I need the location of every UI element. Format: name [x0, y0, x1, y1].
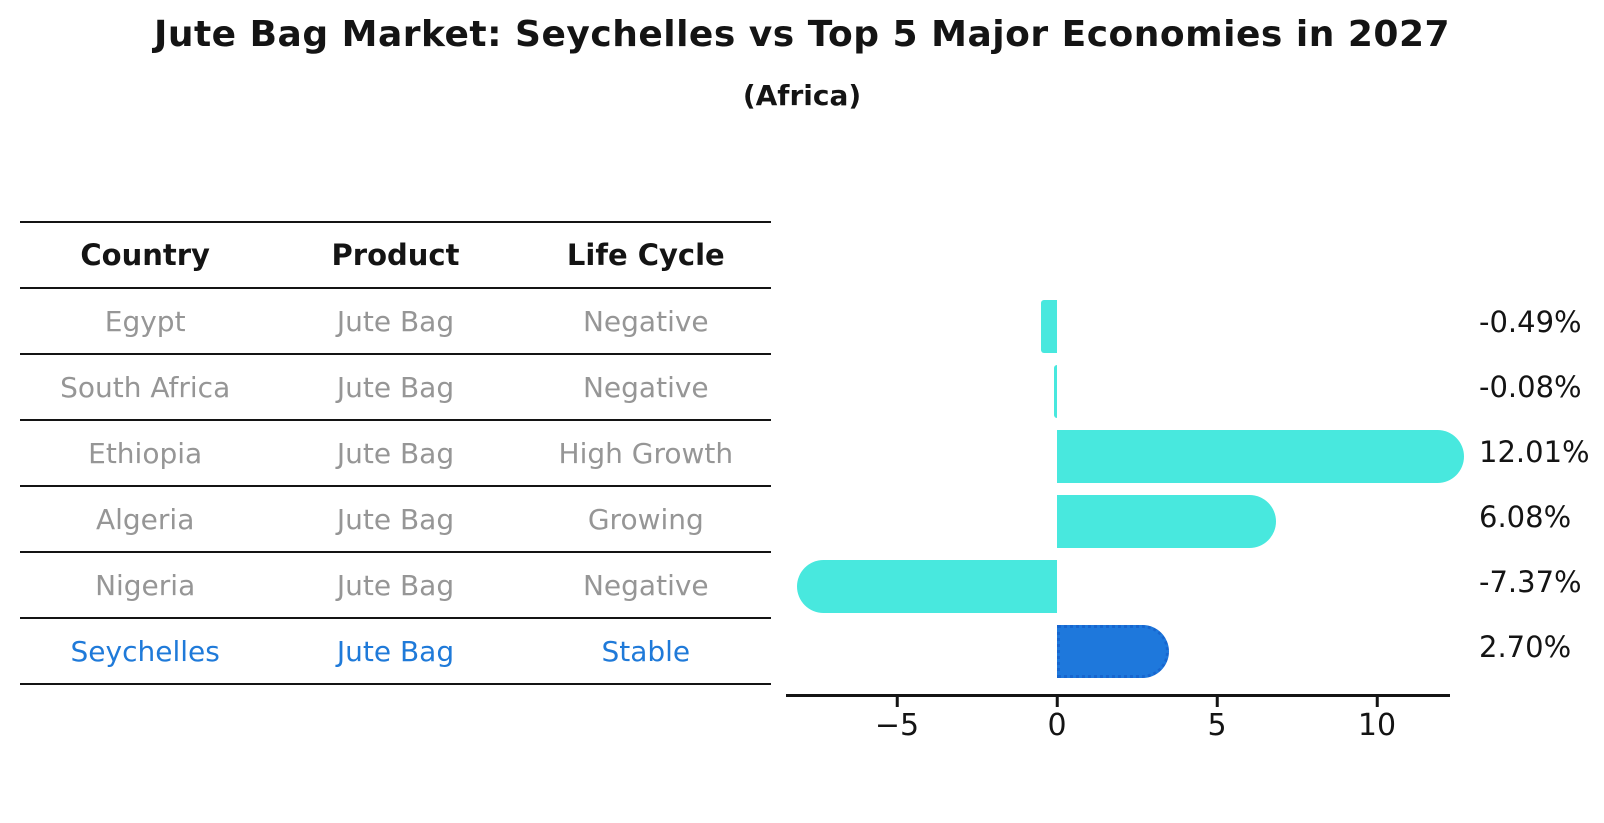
- table-row: Egypt Jute Bag Negative: [20, 289, 771, 355]
- cell-country: Ethiopia: [88, 436, 203, 470]
- cell-country: Nigeria: [95, 568, 196, 602]
- cell-country: South Africa: [60, 370, 231, 404]
- x-axis-tick-label: 0: [1047, 708, 1067, 743]
- page-subtitle: (Africa): [742, 79, 862, 112]
- x-axis-line: [786, 694, 1450, 697]
- x-axis-tick: [1055, 697, 1059, 707]
- column-header-country: Country: [80, 238, 210, 272]
- cell-product: Jute Bag: [336, 436, 455, 470]
- value-label: -0.49%: [1479, 305, 1582, 339]
- value-label: -0.08%: [1479, 370, 1582, 404]
- x-axis-tick: [1215, 697, 1219, 707]
- cell-product: Jute Bag: [336, 370, 455, 404]
- cell-product: Jute Bag: [336, 502, 455, 536]
- cell-life-cycle: Negative: [582, 370, 709, 404]
- cell-country: Algeria: [95, 502, 195, 536]
- bar-south-africa: [1054, 364, 1057, 418]
- cell-life-cycle: Negative: [582, 304, 709, 338]
- country-table: Country Product Life Cycle Egypt Jute Ba…: [20, 221, 771, 685]
- value-label: 6.08%: [1479, 500, 1572, 534]
- cell-product: Jute Bag: [336, 568, 455, 602]
- x-axis-tick-label: 10: [1357, 708, 1397, 743]
- value-label: 2.70%: [1479, 630, 1572, 664]
- column-header-product: Product: [331, 238, 460, 272]
- table-row: Nigeria Jute Bag Negative: [20, 553, 771, 619]
- cell-life-cycle: Growing: [587, 502, 704, 536]
- column-header-life-cycle: Life Cycle: [566, 238, 725, 272]
- bar-algeria: [1057, 494, 1276, 548]
- x-axis-tick: [895, 697, 899, 707]
- bar-seychelles: [1057, 624, 1169, 678]
- table-row: South Africa Jute Bag Negative: [20, 355, 771, 421]
- cell-country: Seychelles: [70, 634, 220, 668]
- table-row: Ethiopia Jute Bag High Growth: [20, 421, 771, 487]
- table-row: Algeria Jute Bag Growing: [20, 487, 771, 553]
- value-label: -7.37%: [1479, 565, 1582, 599]
- cell-country: Egypt: [104, 304, 186, 338]
- cell-product: Jute Bag: [336, 634, 455, 668]
- table-row: Seychelles Jute Bag Stable: [20, 619, 771, 685]
- cell-product: Jute Bag: [336, 304, 455, 338]
- bar-ethiopia: [1057, 429, 1464, 483]
- table-header-row: Country Product Life Cycle: [20, 223, 771, 289]
- x-axis-tick-label: 5: [1207, 708, 1227, 743]
- cell-life-cycle: Negative: [582, 568, 709, 602]
- page-title: Jute Bag Market: Seychelles vs Top 5 Maj…: [153, 14, 1451, 55]
- value-label: 12.01%: [1479, 435, 1590, 469]
- table-body: Egypt Jute Bag Negative South Africa Jut…: [20, 289, 771, 685]
- cell-life-cycle: High Growth: [558, 436, 734, 470]
- x-axis-tick-label: −5: [874, 708, 920, 743]
- bar-nigeria: [797, 559, 1057, 613]
- bar-egypt: [1041, 299, 1057, 353]
- cell-life-cycle: Stable: [601, 634, 691, 668]
- x-axis-tick: [1375, 697, 1379, 707]
